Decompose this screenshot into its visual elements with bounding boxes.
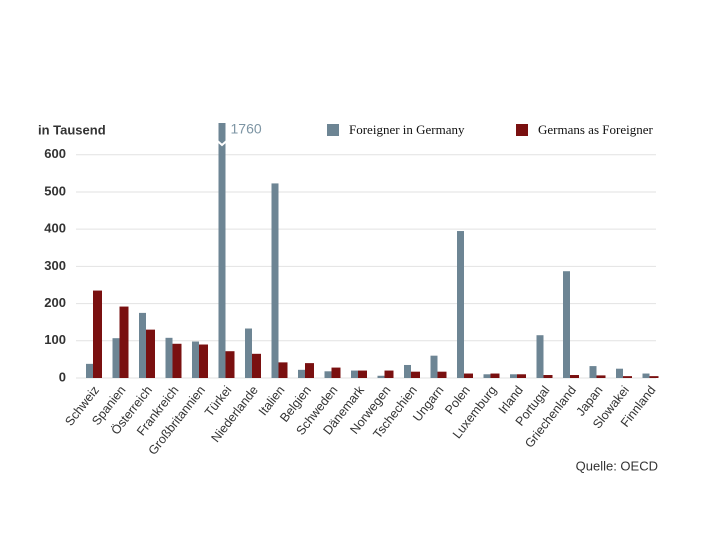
bar (192, 341, 199, 378)
bar (570, 375, 579, 378)
y-tick-label: 600 (44, 146, 66, 161)
bar (384, 370, 394, 378)
bar (324, 371, 332, 378)
bar (430, 355, 438, 378)
bar (510, 374, 517, 378)
y-tick-label: 0 (59, 369, 66, 384)
bar (225, 351, 235, 378)
y-tick-label: 500 (44, 183, 66, 198)
legend-swatch (327, 124, 339, 136)
bar (483, 374, 491, 378)
bar (543, 375, 553, 378)
bar (172, 343, 182, 378)
bar (596, 375, 606, 378)
bar (358, 370, 367, 378)
bar (437, 371, 447, 378)
bar (112, 338, 120, 378)
y-tick-label: 400 (44, 221, 66, 236)
bar (377, 375, 385, 378)
axis-break (216, 140, 228, 147)
y-tick-label: 200 (44, 295, 66, 310)
bar (331, 367, 341, 378)
bar (351, 370, 358, 378)
bar (404, 364, 411, 378)
bar (165, 337, 173, 378)
legend-swatch (516, 124, 528, 136)
bar (411, 371, 420, 378)
y-tick-label: 300 (44, 258, 66, 273)
bar (146, 329, 155, 378)
bar (464, 373, 473, 378)
legend-label: Germans as Foreigner (538, 122, 653, 137)
bar (218, 123, 226, 379)
legend-label: Foreigner in Germany (349, 122, 465, 137)
bar (245, 328, 252, 378)
source: Quelle: OECD (576, 458, 658, 473)
bar (298, 369, 305, 378)
bar (490, 373, 500, 378)
bar (252, 353, 261, 378)
bar (119, 306, 129, 378)
bar (642, 373, 650, 378)
bar (457, 231, 464, 378)
bar (616, 368, 623, 378)
bar (563, 271, 570, 378)
bar (139, 312, 146, 378)
bar (86, 363, 93, 378)
bar (271, 183, 279, 378)
data-label: 1760 (231, 121, 262, 137)
bar (278, 362, 288, 378)
bar (93, 290, 102, 378)
y-axis-label: in Tausend (38, 122, 106, 137)
bar (305, 363, 314, 378)
bar (649, 376, 659, 378)
bar (199, 344, 208, 378)
y-tick-label: 100 (44, 332, 66, 347)
bar (623, 376, 632, 378)
bar (536, 335, 544, 378)
bar (517, 374, 526, 378)
bar (589, 366, 597, 378)
